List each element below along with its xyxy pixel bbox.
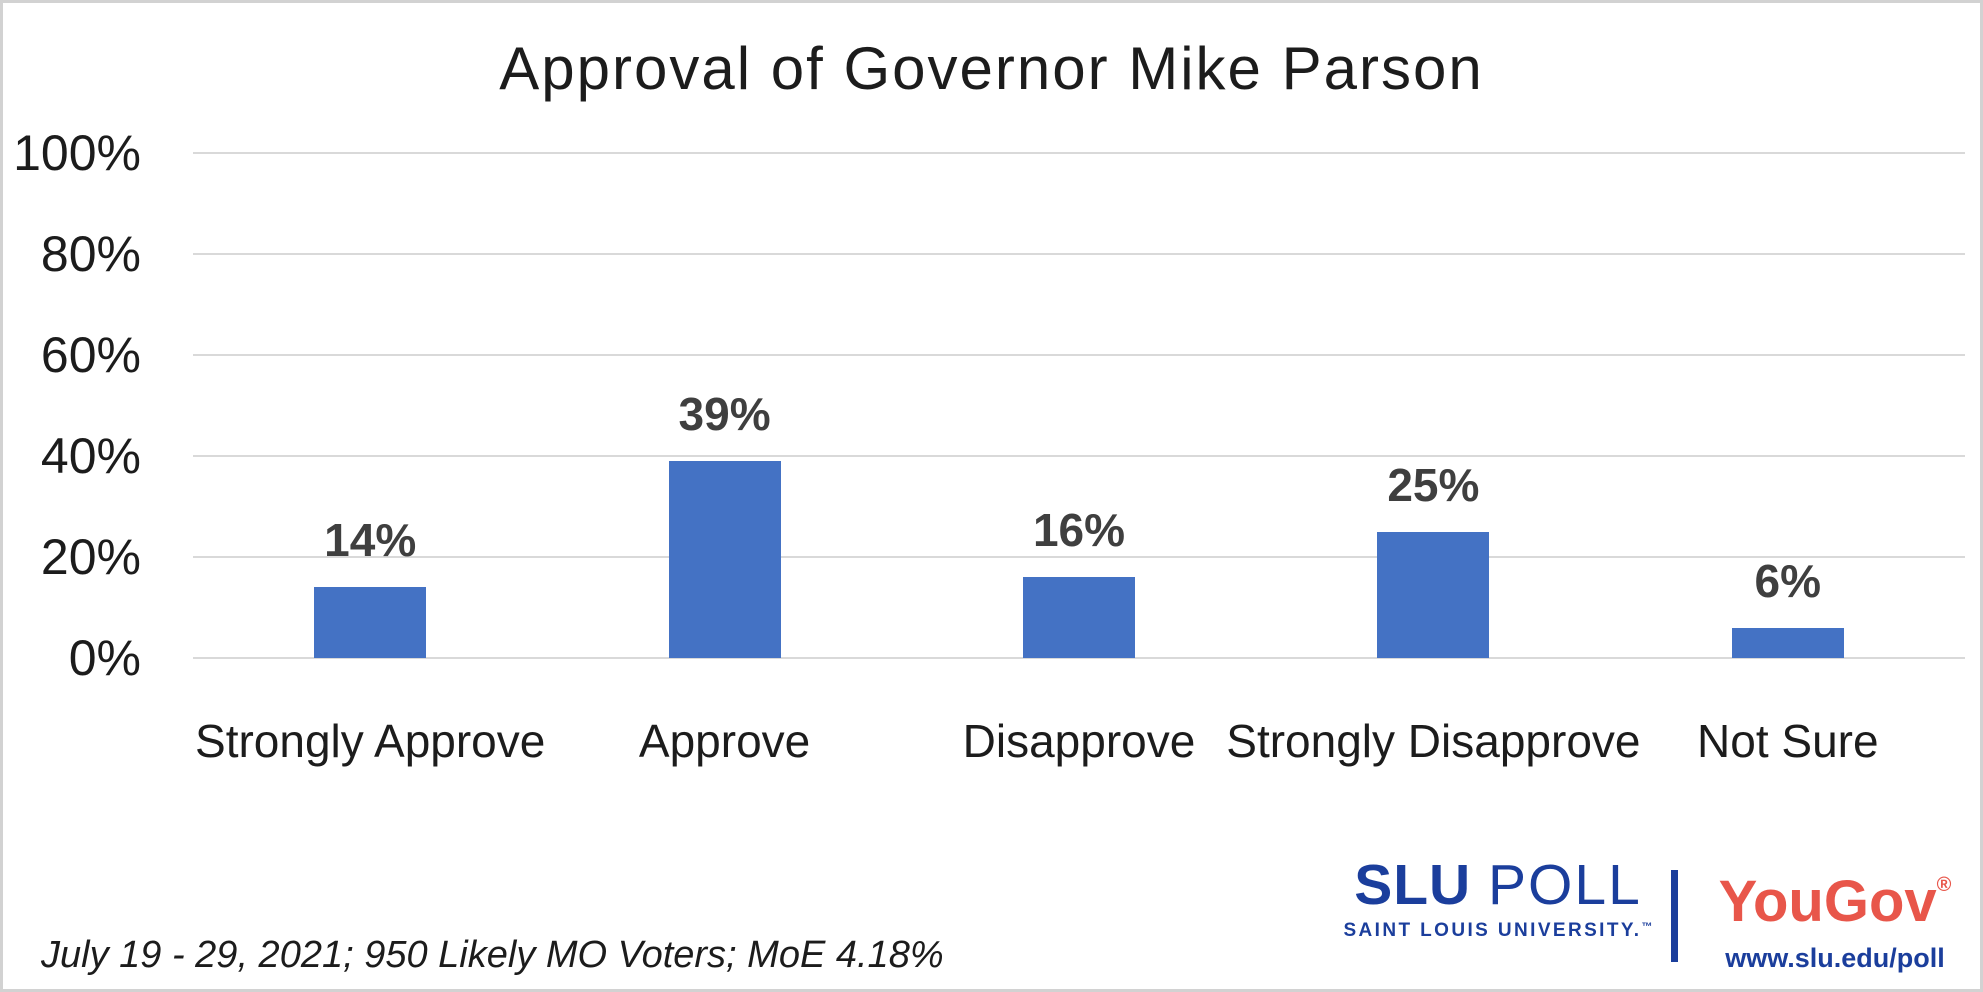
logo-divider	[1671, 870, 1678, 962]
y-tick-label: 80%	[40, 226, 141, 282]
slu-poll-wordmark: SLU POLL	[1333, 857, 1663, 914]
slu-subtitle-text: SAINT LOUIS UNIVERSITY.	[1343, 920, 1642, 941]
chart-footnote: July 19 - 29, 2021; 950 Likely MO Voters…	[41, 934, 944, 976]
branding-block: SLU POLL SAINT LOUIS UNIVERSITY.™ YouGov…	[1333, 857, 1963, 987]
plot-area: 0% 20% 40% 60% 80% 100% 14% 39% 16% 25% 6%	[13, 128, 1965, 683]
y-tick-label: 0%	[68, 630, 141, 686]
bar-column: 14%	[193, 153, 547, 658]
bar	[668, 461, 781, 658]
category-label: Disapprove	[962, 715, 1196, 767]
bar-column: 6%	[1611, 153, 1965, 658]
bar	[1731, 627, 1844, 658]
bar	[1377, 531, 1490, 658]
slu-word: SLU	[1354, 853, 1472, 917]
category-label: Approve	[638, 715, 811, 767]
bar-column: 39%	[547, 153, 901, 658]
bar-value-label: 25%	[1387, 458, 1480, 511]
y-tick-label: 60%	[40, 327, 141, 383]
chart-title: Approval of Governor Mike Parson	[499, 35, 1484, 102]
y-tick-label: 20%	[40, 529, 141, 585]
yougov-logo: YouGov® www.slu.edu/poll	[1717, 873, 1953, 972]
bar-value-label: 39%	[678, 388, 771, 441]
poll-word: POLL	[1488, 853, 1642, 917]
gridline	[193, 253, 1965, 255]
bar-value-label: 6%	[1754, 554, 1822, 607]
bar	[314, 587, 427, 658]
gridline	[193, 556, 1965, 558]
bar-value-label: 16%	[1032, 504, 1126, 557]
bar	[1022, 577, 1135, 658]
gridline	[193, 354, 1965, 356]
category-label: Strongly Disapprove	[1226, 715, 1641, 767]
bar-column: 16%	[902, 153, 1256, 658]
gridline	[193, 455, 1965, 457]
gridline	[193, 152, 1965, 154]
category-axis: Strongly Approve Approve Disapprove Strongl…	[193, 701, 1965, 881]
registered-symbol: ®	[1936, 874, 1952, 896]
slu-subtitle: SAINT LOUIS UNIVERSITY.™	[1333, 921, 1663, 940]
category-label: Not Sure	[1697, 715, 1879, 767]
y-tick-label: 100%	[13, 125, 141, 181]
yougov-name: YouGov	[1718, 869, 1937, 934]
y-tick-label: 40%	[40, 428, 141, 484]
category-label: Strongly Approve	[195, 715, 546, 767]
yougov-wordmark: YouGov®	[1717, 873, 1953, 931]
gridline	[193, 657, 1965, 659]
slu-poll-logo: SLU POLL SAINT LOUIS UNIVERSITY.™	[1333, 857, 1663, 941]
bar-column: 25%	[1256, 153, 1610, 658]
bar-value-label: 14%	[324, 514, 417, 567]
slu-poll-url: www.slu.edu/poll	[1725, 943, 1945, 973]
trademark-symbol: ™	[1641, 921, 1653, 933]
